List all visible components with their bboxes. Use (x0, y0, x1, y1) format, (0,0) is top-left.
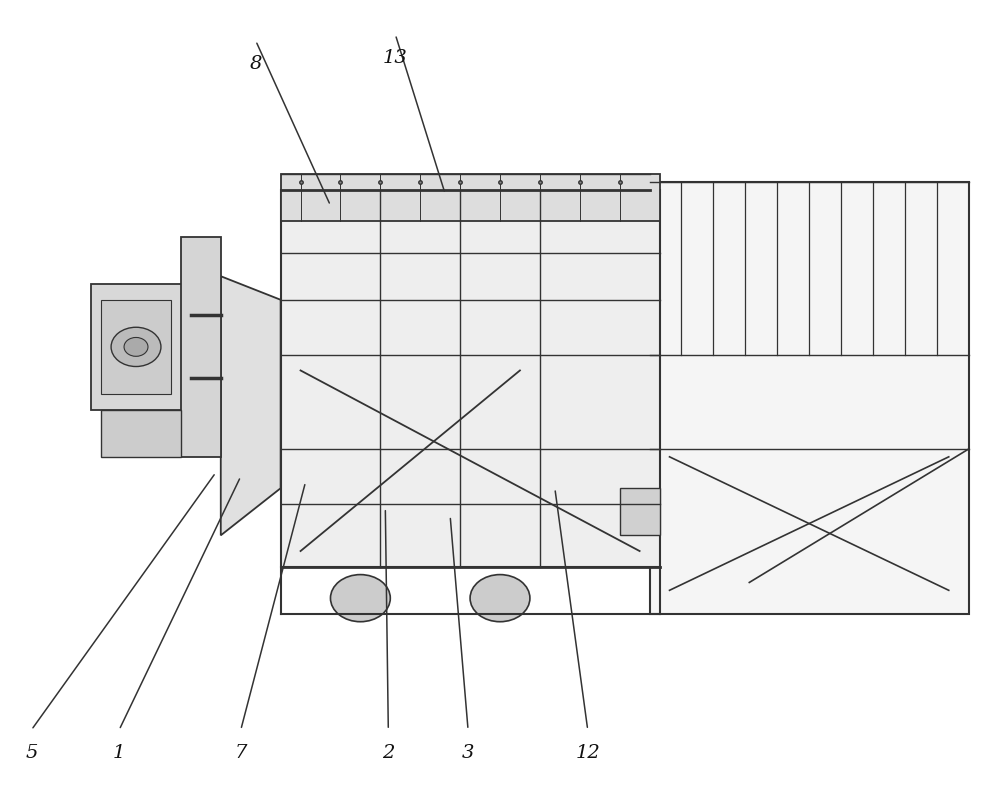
Circle shape (330, 574, 390, 622)
Circle shape (124, 337, 148, 356)
Circle shape (111, 327, 161, 366)
Text: 8: 8 (249, 55, 262, 72)
Text: 2: 2 (382, 744, 394, 762)
Bar (281, 174, 660, 221)
Bar (91, 284, 191, 410)
Bar (101, 410, 181, 457)
Circle shape (470, 574, 530, 622)
Text: 7: 7 (235, 744, 247, 762)
Text: 13: 13 (383, 49, 408, 66)
Bar (620, 489, 660, 535)
FancyBboxPatch shape (281, 190, 660, 567)
Bar (101, 299, 171, 394)
Bar (181, 237, 221, 457)
Text: 5: 5 (25, 744, 37, 762)
Text: 1: 1 (113, 744, 125, 762)
Text: 12: 12 (575, 744, 600, 762)
Text: 3: 3 (462, 744, 474, 762)
FancyBboxPatch shape (650, 182, 969, 614)
Polygon shape (221, 277, 281, 535)
